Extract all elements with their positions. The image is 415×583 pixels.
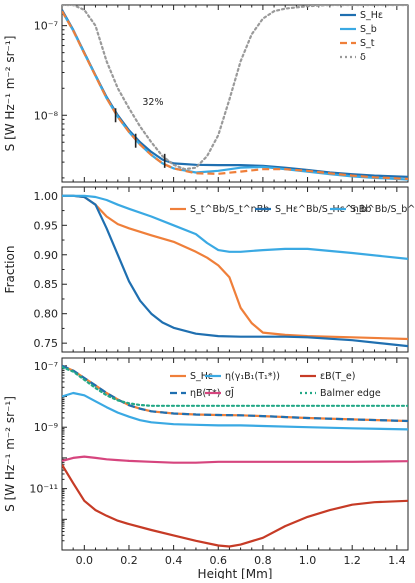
legend-label-0: S_t^Bb/S_t^nBb [190, 204, 269, 215]
y-tick-label: 0.75 [34, 337, 59, 350]
series-line-2 [62, 10, 408, 180]
panel-3: 0.0 0.2 0.4 0.6 0.8 1.0 1.2 1.4 10⁻¹¹ 10⁻⁹ 10⁻⁷ S [… [3, 357, 409, 581]
legend-label-1: S_b [360, 24, 377, 35]
x-tick-label: 1.2 [343, 554, 361, 567]
y-axis-label: Fraction [3, 246, 17, 294]
x-tick-label: 1.4 [388, 554, 406, 567]
series-line-3 [62, 5, 408, 171]
y-tick-label: 1.00 [34, 190, 59, 203]
legend: S_Hε S_b S_t δ [340, 10, 383, 63]
x-tick-label: 0.4 [165, 554, 183, 567]
legend-label-3: δ [360, 52, 366, 63]
series-group [62, 364, 408, 548]
y-tick-label: 10⁻⁷ [34, 20, 58, 33]
plot-frame [61, 357, 409, 551]
legend-label-3: σJ̄ [225, 387, 235, 399]
x-tick-label: 0.2 [120, 554, 138, 567]
y-axis-label: S [W Hz⁻¹ m⁻² sr⁻¹] [3, 36, 17, 152]
legend-label-0: S_Hε [190, 371, 213, 382]
x-tick-label: 0.8 [254, 554, 272, 567]
legend-label-4: εB(T_e) [320, 371, 355, 382]
series-group [62, 194, 408, 348]
x-tick-label: 0.0 [76, 554, 94, 567]
series-line-2 [62, 391, 408, 431]
plot-frame [61, 4, 409, 183]
legend: S_t^Bb/S_t^nBb S_Hε^Bb/S_Hε^nBbS_b^Bb/S_b… [170, 204, 415, 215]
y-tick-label: 0.85 [34, 278, 59, 291]
y-tick-label: 10⁻⁹ [34, 421, 58, 434]
series-line-5 [62, 366, 408, 407]
panel-1: 10⁻⁸ 10⁻⁷ 32% S [W Hz⁻¹ m⁻² sr⁻¹] S_Hε S_b S_t… [3, 4, 409, 183]
legend-label-2: η(γ₁B₁(T₁*)) [225, 371, 280, 382]
x-tick-label: 0.6 [210, 554, 228, 567]
series-line-0 [62, 194, 408, 341]
series-line-1 [62, 10, 408, 181]
legend-label-5: Balmer edge [320, 388, 381, 399]
y-tick-label: 0.80 [34, 308, 59, 321]
series-line-0 [62, 9, 408, 178]
y-axis-label: S [W Hz⁻¹ m⁻² sr⁻¹] [3, 396, 17, 512]
legend: S_HεηB(T*)η(γ₁B₁(T₁*))σJ̄εB(T_e)Balmer e… [170, 371, 381, 399]
series-line-2 [62, 194, 408, 260]
y-tick-label: 10⁻¹¹ [29, 483, 58, 496]
legend-label-2: S_b^Bb/S_b^nBb [350, 204, 415, 215]
series-line-1 [62, 364, 408, 423]
y-tick-label: 0.90 [34, 249, 59, 262]
y-tick-label: 10⁻⁷ [34, 360, 58, 373]
y-tick-label: 10⁻⁸ [34, 109, 59, 122]
series-line-1 [62, 194, 408, 348]
legend-label-0: S_Hε [360, 10, 383, 21]
x-tick-label: 1.0 [299, 554, 317, 567]
series-line-3 [62, 455, 408, 464]
annotation-label: 32% [142, 97, 163, 108]
y-tick-label: 0.95 [34, 219, 59, 232]
panel-2: 0.75 0.80 0.85 0.90 0.95 1.00 Fraction S_t^Bb/S… [3, 186, 415, 353]
legend-label-2: S_t [360, 38, 375, 49]
legend-label-1: S_Hε^Bb/S_Hε^nBb [275, 204, 371, 215]
x-axis-label: Height [Mm] [198, 567, 273, 579]
series-line-4 [62, 464, 408, 548]
series-group [62, 5, 408, 181]
